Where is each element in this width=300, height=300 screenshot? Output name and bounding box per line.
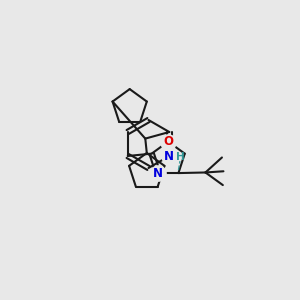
Text: H: H: [176, 152, 184, 163]
Text: N: N: [153, 167, 163, 180]
Text: N: N: [164, 149, 174, 163]
Text: O: O: [163, 135, 173, 148]
